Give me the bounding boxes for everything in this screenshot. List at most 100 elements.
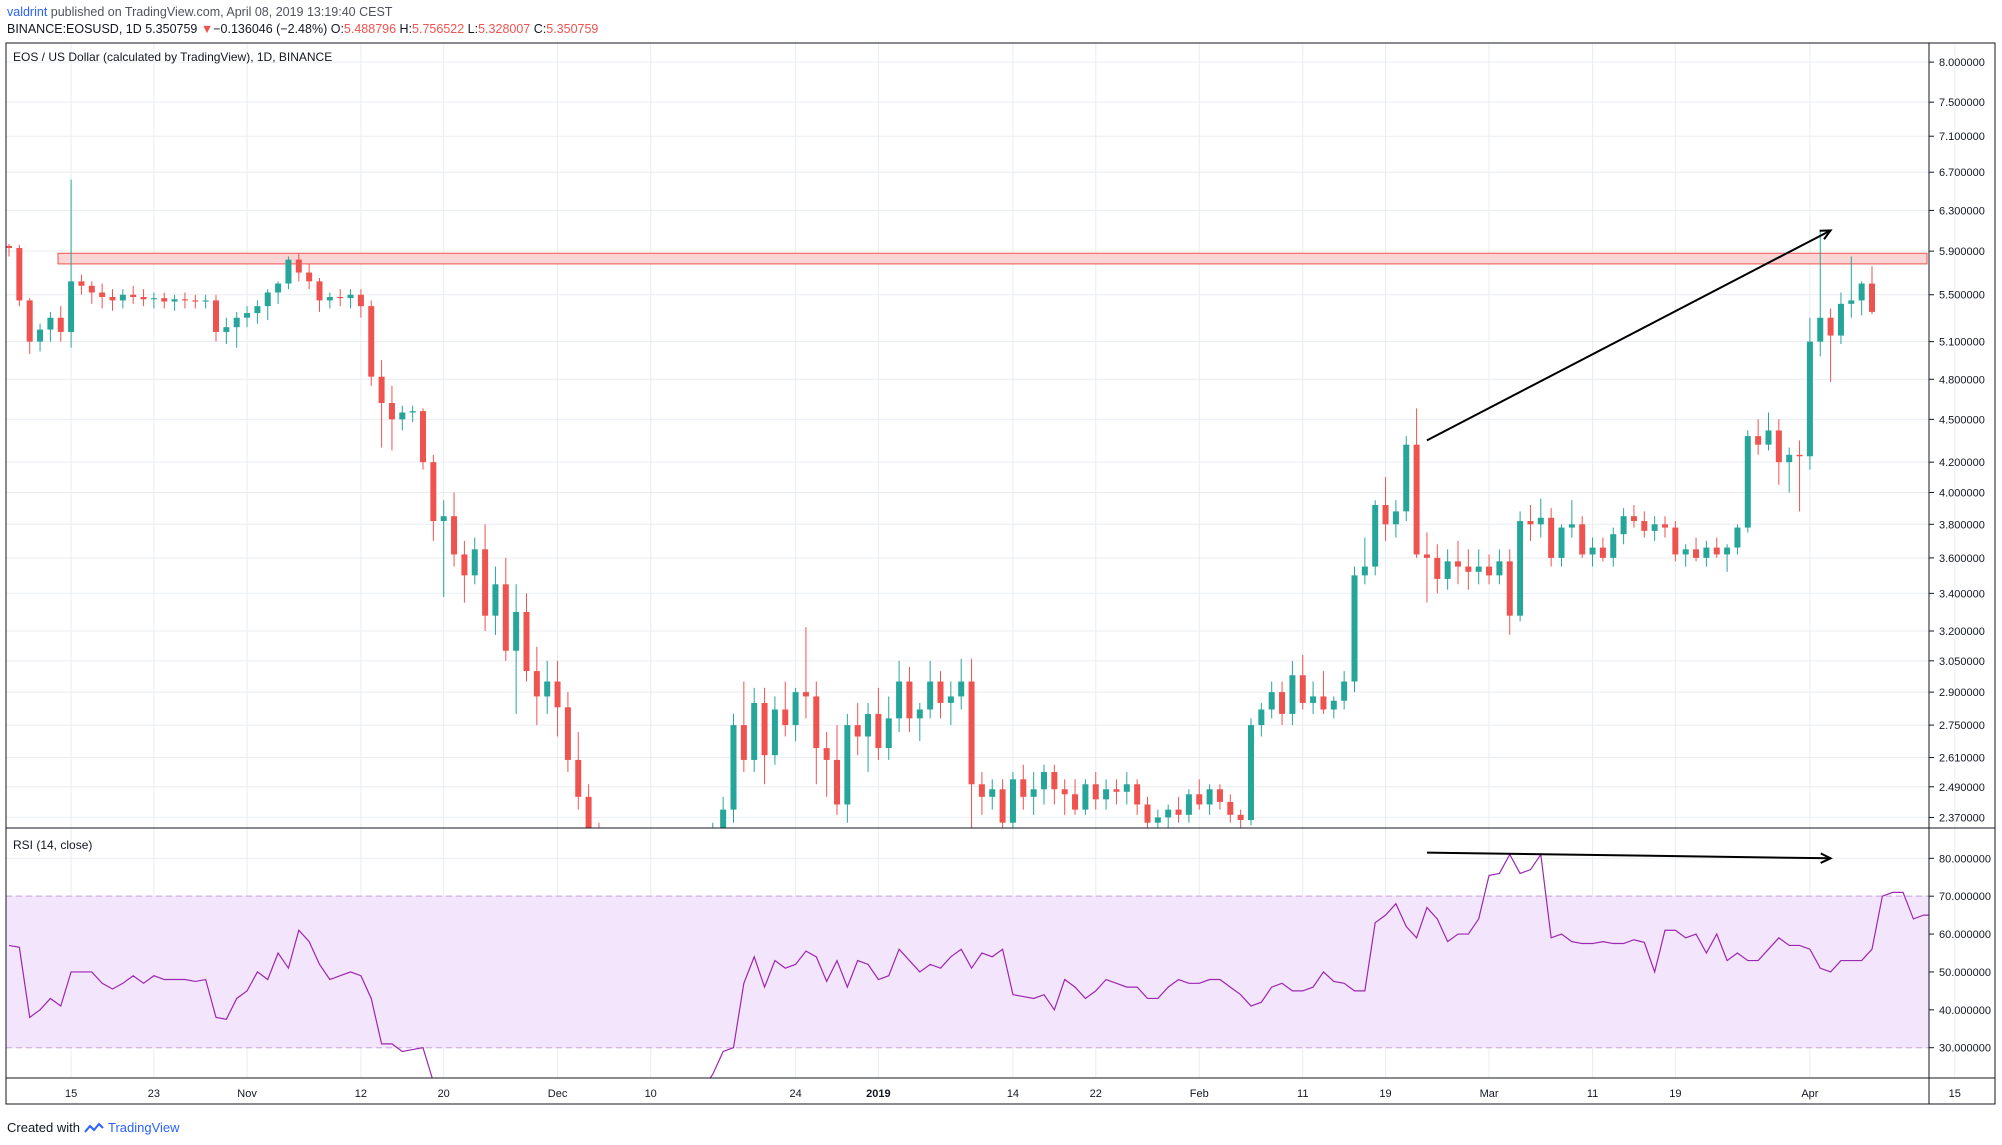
x-tick-label: 24 — [789, 1088, 801, 1100]
candle-body — [1724, 547, 1731, 555]
candle-body — [1403, 444, 1410, 512]
candle-body — [761, 702, 768, 756]
candle-body — [1072, 794, 1079, 810]
price-tick-label: 4.000000 — [1939, 487, 1985, 499]
price-chart[interactable]: 15 23 Nov 12 20 Dec 10 24 2019 14 22 Feb 11 19 Mar 11 19… — [0, 40, 2002, 1112]
price-tick-label: 7.500000 — [1939, 97, 1985, 109]
candle-body — [1693, 549, 1700, 558]
candle-body — [1568, 524, 1575, 528]
candle-body — [492, 584, 499, 616]
candle-body — [1351, 575, 1358, 682]
candle-body — [730, 725, 737, 810]
ohlc-open: 5.488796 — [343, 22, 397, 36]
candle-body — [699, 850, 705, 864]
rsi-pane[interactable] — [6, 851, 2002, 1112]
candle-body — [47, 317, 54, 330]
candle-body — [875, 713, 882, 749]
price-tick-label: 5.500000 — [1939, 290, 1985, 302]
rsi-band — [6, 896, 1929, 1048]
price-pane[interactable] — [6, 179, 1928, 955]
candle-body — [1392, 511, 1399, 525]
price-trend-arrow — [1426, 229, 1832, 442]
candle-body — [1651, 524, 1658, 531]
price-tick-label: 2.370000 — [1939, 812, 1985, 824]
author-link[interactable]: valdrint — [7, 5, 48, 19]
last-price: 5.350759 — [145, 22, 198, 36]
candle-body — [596, 864, 602, 893]
candle-body — [109, 297, 116, 301]
candle-body — [1589, 547, 1596, 555]
candle-body — [1682, 549, 1689, 555]
candle-body — [347, 294, 354, 299]
candle-body — [1061, 789, 1068, 795]
rsi-tick-label: 80.000000 — [1939, 853, 1991, 865]
candle-body — [140, 297, 147, 300]
rsi-tick-label: 70.000000 — [1939, 891, 1991, 903]
candle-body — [1413, 444, 1420, 555]
candle-body — [927, 681, 934, 710]
candle-body — [223, 327, 230, 332]
candle-body — [958, 681, 965, 697]
candle-body — [523, 611, 530, 672]
candle-body — [544, 681, 551, 697]
candle-body — [244, 313, 251, 318]
price-tick-label: 7.100000 — [1939, 131, 1985, 143]
x-tick-label: Dec — [548, 1088, 568, 1100]
x-tick-label: 11 — [1587, 1088, 1598, 1100]
price-tick-label: 2.610000 — [1939, 753, 1985, 765]
candle-body — [1599, 547, 1606, 558]
symbol-line: BINANCE:EOSUSD, 1D 5.350759 ▼−0.136046 (… — [7, 22, 598, 36]
candle-body — [885, 718, 892, 749]
candle-body — [1579, 524, 1586, 555]
price-tick-label: 2.490000 — [1939, 782, 1985, 794]
candle-body — [1765, 430, 1772, 445]
candle-body — [813, 696, 820, 749]
rsi-title: RSI (14, close) — [13, 838, 92, 852]
candle-body — [357, 294, 364, 307]
chart-title: EOS / US Dollar (calculated by TradingVi… — [13, 50, 332, 64]
footer: Created with TradingView — [7, 1120, 180, 1135]
x-tick-label: 20 — [438, 1088, 450, 1100]
tradingview-link[interactable]: TradingView — [107, 1120, 180, 1135]
candle-body — [1289, 675, 1296, 714]
candle-body — [264, 292, 271, 307]
candle-body — [937, 681, 944, 703]
candle-body — [440, 516, 447, 522]
created-with-text: Created with — [7, 1120, 80, 1135]
candle-body — [471, 549, 478, 576]
x-tick-label: 19 — [1669, 1088, 1681, 1100]
candle-body — [430, 462, 437, 522]
candle-body — [617, 858, 623, 878]
price-tick-label: 3.600000 — [1939, 553, 1985, 565]
candle-body — [1009, 779, 1016, 823]
candle-body — [161, 298, 168, 302]
candle-body — [771, 709, 778, 756]
candle-body — [1144, 804, 1151, 823]
candle-body — [461, 554, 468, 576]
candle-body — [192, 300, 199, 302]
x-tick-label: 12 — [355, 1088, 367, 1100]
candle-body — [1185, 794, 1192, 815]
ohlc-high-label: H: — [399, 22, 413, 36]
candle-body — [78, 281, 85, 286]
candle-body — [1817, 317, 1824, 342]
candle-body — [213, 300, 219, 332]
ohlc-close-label: C: — [533, 22, 547, 36]
candle-body — [1610, 534, 1617, 558]
candle-body — [316, 281, 323, 301]
ohlc-high: 5.756522 — [412, 22, 465, 36]
candle-body — [782, 709, 789, 726]
candle-body — [171, 299, 178, 302]
price-tick-label: 5.100000 — [1939, 337, 1985, 349]
chart-frame — [5, 42, 1996, 1105]
candle-body — [16, 248, 23, 301]
candle-body — [1320, 696, 1327, 710]
candle-body — [1051, 771, 1058, 790]
candle-body — [968, 681, 975, 785]
candle-body — [1372, 505, 1379, 567]
candle-body — [1775, 430, 1782, 463]
candle-body — [502, 584, 509, 651]
candle-body — [1806, 341, 1813, 457]
candle-body — [720, 809, 727, 828]
candle-body — [906, 681, 913, 719]
